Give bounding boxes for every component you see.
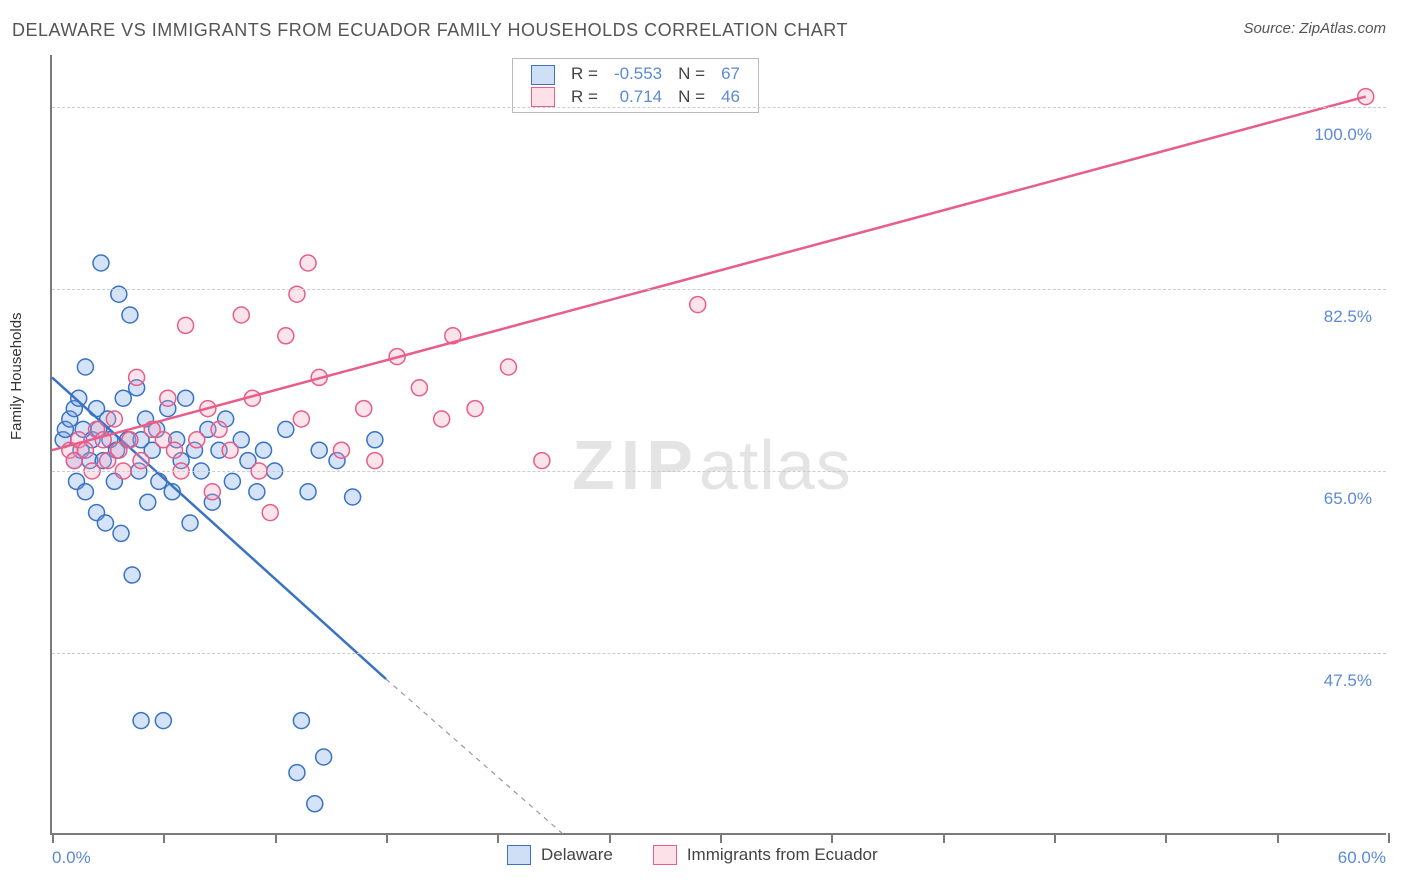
data-point	[77, 359, 93, 375]
data-point	[467, 401, 483, 417]
legend-swatch	[653, 845, 677, 865]
data-point	[182, 515, 198, 531]
data-point	[256, 442, 272, 458]
data-point	[690, 297, 706, 313]
data-point	[293, 713, 309, 729]
data-point	[411, 380, 427, 396]
data-point	[367, 453, 383, 469]
data-point	[222, 442, 238, 458]
legend-series: Delaware Immigrants from Ecuador	[507, 845, 878, 865]
data-point	[293, 411, 309, 427]
data-point	[224, 473, 240, 489]
x-tick	[831, 833, 833, 843]
x-tick	[1054, 833, 1056, 843]
data-point	[93, 255, 109, 271]
data-point	[189, 432, 205, 448]
data-point	[140, 494, 156, 510]
y-axis-label: Family Households	[8, 312, 25, 440]
data-point	[155, 713, 171, 729]
data-point	[500, 359, 516, 375]
source-label: Source: ZipAtlas.com	[1243, 20, 1386, 37]
data-point	[316, 749, 332, 765]
gridline	[52, 107, 1386, 108]
x-min-label: 0.0%	[52, 848, 91, 868]
x-tick	[163, 833, 165, 843]
legend-item: Delaware	[507, 845, 613, 865]
data-point	[71, 390, 87, 406]
data-point	[122, 432, 138, 448]
x-tick	[720, 833, 722, 843]
x-tick	[275, 833, 277, 843]
y-tick-label: 82.5%	[1324, 307, 1372, 327]
data-point	[160, 390, 176, 406]
data-point	[534, 453, 550, 469]
data-point	[278, 421, 294, 437]
data-point	[166, 442, 182, 458]
data-point	[289, 765, 305, 781]
data-point	[367, 432, 383, 448]
trend-line-dashed	[386, 679, 564, 835]
x-tick	[943, 833, 945, 843]
data-point	[178, 317, 194, 333]
x-tick	[1388, 833, 1390, 843]
data-point	[77, 442, 93, 458]
y-tick-label: 100.0%	[1314, 125, 1372, 145]
data-point	[211, 421, 227, 437]
data-point	[204, 484, 220, 500]
data-point	[151, 473, 167, 489]
data-point	[115, 390, 131, 406]
data-point	[356, 401, 372, 417]
data-point	[77, 484, 93, 500]
y-tick-label: 47.5%	[1324, 671, 1372, 691]
data-point	[300, 255, 316, 271]
data-point	[133, 453, 149, 469]
data-point	[249, 484, 265, 500]
x-tick	[52, 833, 54, 843]
x-max-label: 60.0%	[1338, 848, 1386, 868]
trend-line	[52, 97, 1366, 451]
data-point	[129, 369, 145, 385]
data-point	[97, 515, 113, 531]
data-point	[300, 484, 316, 500]
chart-title: DELAWARE VS IMMIGRANTS FROM ECUADOR FAMI…	[12, 20, 848, 41]
legend-label: Immigrants from Ecuador	[687, 845, 878, 865]
legend-label: Delaware	[541, 845, 613, 865]
gridline	[52, 653, 1386, 654]
data-point	[178, 390, 194, 406]
data-point	[333, 442, 349, 458]
data-point	[133, 713, 149, 729]
data-point	[307, 796, 323, 812]
data-point	[278, 328, 294, 344]
gridline	[52, 289, 1386, 290]
legend-swatch	[507, 845, 531, 865]
x-tick	[1277, 833, 1279, 843]
data-point	[434, 411, 450, 427]
x-tick	[609, 833, 611, 843]
data-point	[345, 489, 361, 505]
plot-area: ZIPatlas R =-0.553N =67R =0.714N =46 Del…	[50, 55, 1386, 835]
y-tick-label: 65.0%	[1324, 489, 1372, 509]
data-point	[124, 567, 140, 583]
x-tick	[386, 833, 388, 843]
data-point	[122, 307, 138, 323]
data-point	[106, 411, 122, 427]
data-point	[113, 525, 129, 541]
gridline	[52, 471, 1386, 472]
legend-item: Immigrants from Ecuador	[653, 845, 878, 865]
x-tick	[497, 833, 499, 843]
chart-svg	[52, 55, 1386, 833]
data-point	[233, 307, 249, 323]
data-point	[262, 505, 278, 521]
data-point	[311, 442, 327, 458]
x-tick	[1165, 833, 1167, 843]
